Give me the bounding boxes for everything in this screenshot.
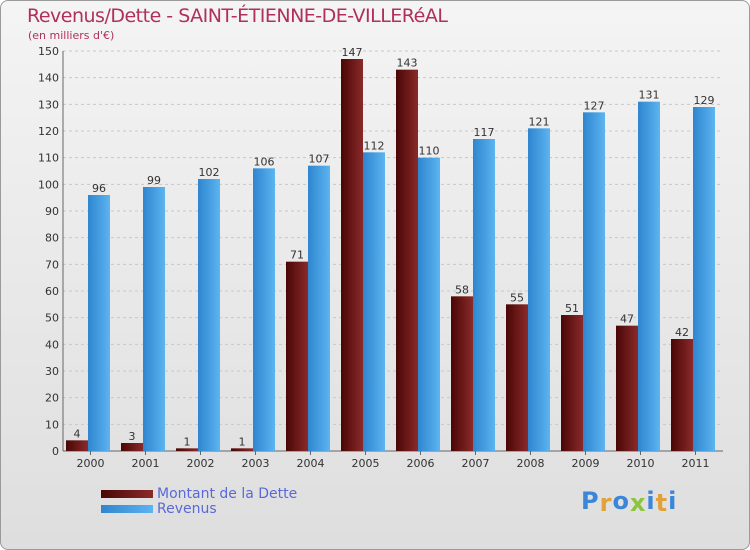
bar-revenus [528,128,550,451]
data-label: 102 [199,166,220,179]
data-label: 117 [474,126,495,139]
bar-dette [341,59,363,451]
logo-letter: t [655,489,669,517]
bar-revenus [253,168,275,452]
bar-dette [121,443,143,451]
data-label: 121 [529,115,550,128]
y-tick-label: 130 [38,98,59,111]
logo-letter: P [581,487,600,515]
x-tick-label: 2009 [572,457,600,470]
y-tick-label: 140 [38,72,59,85]
x-tick-label: 2004 [297,457,325,470]
y-tick-label: 30 [45,365,59,378]
chart-title: Revenus/Dette - SAINT-ÉTIENNE-DE-VILLERé… [27,5,448,27]
x-tick-label: 2005 [352,457,380,470]
bar-dette [396,69,418,452]
bar-revenus [638,101,660,452]
data-label: 51 [565,302,579,315]
legend-label-revenus: Revenus [157,501,217,517]
data-label: 107 [309,153,330,166]
data-label: 147 [342,46,363,59]
bar-dette [176,448,198,451]
data-label: 1 [239,435,246,448]
data-label: 143 [397,57,418,70]
logo-letter: i [646,487,656,515]
data-label: 55 [510,291,524,304]
legend-swatch-dette [101,490,153,498]
y-tick-label: 80 [45,232,59,245]
y-tick-label: 150 [38,45,59,58]
bar-revenus [583,112,605,451]
data-label: 4 [74,427,81,440]
data-label: 106 [254,155,275,168]
bar-revenus [418,157,440,451]
bar-revenus [143,187,165,451]
y-tick-label: 0 [52,445,59,458]
x-tick-label: 2006 [407,457,435,470]
bar-dette [66,440,88,451]
bar-dette [561,315,583,451]
proxiti-logo: Proxiti [581,487,678,517]
bar-dette [671,339,693,451]
logo-letter: x [629,489,647,517]
data-label: 71 [290,249,304,262]
y-tick-label: 10 [45,418,59,431]
bar-dette [616,325,638,451]
data-label: 127 [584,99,605,112]
x-tick-label: 2007 [462,457,490,470]
y-tick-label: 60 [45,285,59,298]
bar-dette [451,296,473,451]
logo-letter: r [599,489,613,517]
x-tick-label: 2002 [187,457,215,470]
bar-dette [231,448,253,451]
bar-revenus [693,107,715,451]
data-label: 110 [419,145,440,158]
y-tick-label: 20 [45,392,59,405]
bar-dette [506,304,528,451]
bar-revenus [363,152,385,452]
data-label: 42 [675,326,689,339]
x-tick-label: 2011 [682,457,710,470]
x-tick-label: 2003 [242,457,270,470]
data-label: 112 [364,139,385,152]
x-tick-label: 2010 [627,457,655,470]
data-label: 96 [92,182,106,195]
chart-subtitle: (en milliers d'€) [28,29,115,42]
y-tick-label: 90 [45,205,59,218]
bar-revenus [473,139,495,451]
logo-letter: i [668,487,678,515]
y-tick-label: 70 [45,258,59,271]
x-tick-label: 2000 [77,457,105,470]
data-label: 47 [620,313,634,326]
legend-swatch-revenus [101,505,153,513]
y-tick-label: 120 [38,125,59,138]
logo-letter: o [612,487,630,515]
bar-dette [286,261,308,451]
data-label: 3 [129,430,136,443]
data-label: 58 [455,283,469,296]
data-label: 99 [147,174,161,187]
y-tick-label: 40 [45,338,59,351]
y-tick-label: 100 [38,178,59,191]
x-tick-label: 2008 [517,457,545,470]
legend-label-dette: Montant de la Dette [157,486,298,502]
data-label: 1 [184,435,191,448]
bar-revenus [308,165,330,451]
bar-revenus [88,195,110,451]
data-label: 131 [639,89,660,102]
y-tick-label: 110 [38,152,59,165]
bar-revenus [198,179,220,451]
data-label: 129 [694,94,715,107]
y-tick-label: 50 [45,312,59,325]
x-tick-label: 2001 [132,457,160,470]
